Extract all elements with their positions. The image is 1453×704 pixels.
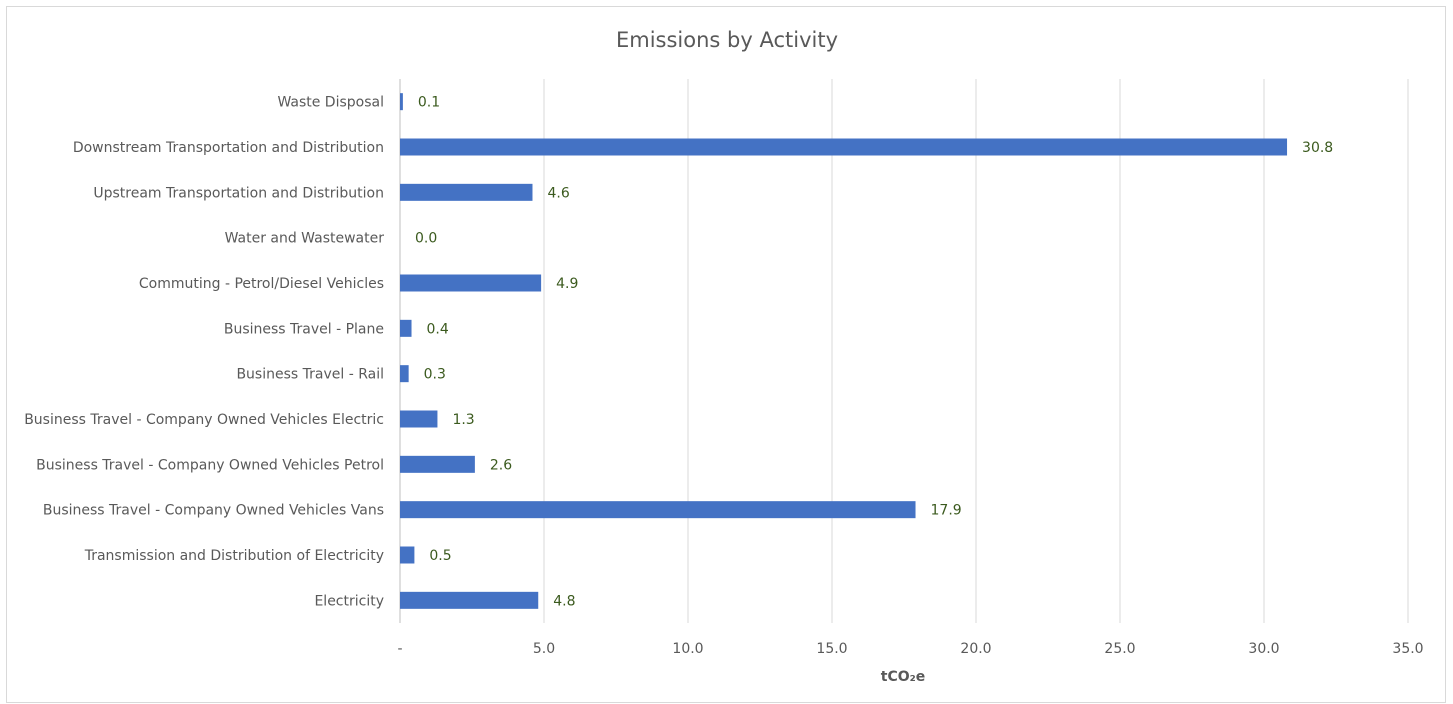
- chart-title: Emissions by Activity: [616, 28, 838, 52]
- category-label: Business Travel - Company Owned Vehicles…: [43, 503, 384, 519]
- bar: [400, 93, 403, 111]
- gridlines: [399, 79, 1409, 623]
- data-label: 0.0: [415, 231, 437, 247]
- data-label: 1.3: [452, 412, 474, 428]
- bar: [400, 365, 409, 383]
- x-tick-label: 25.0: [1104, 641, 1135, 657]
- x-tick-label: 30.0: [1248, 641, 1279, 657]
- data-label: 0.3: [424, 367, 446, 383]
- category-label: Upstream Transportation and Distribution: [93, 185, 384, 201]
- data-label: 17.9: [931, 503, 962, 519]
- category-label: Business Travel - Plane: [224, 321, 384, 337]
- data-label: 30.8: [1302, 140, 1333, 156]
- category-label: Commuting - Petrol/Diesel Vehicles: [139, 276, 384, 292]
- bar-chart: Emissions by Activity Waste Disposal Down…: [24, 28, 1423, 685]
- bar: [400, 410, 438, 428]
- category-labels: Waste Disposal Downstream Transportation …: [24, 95, 384, 610]
- x-tick-label: 15.0: [816, 641, 847, 657]
- category-label: Downstream Transportation and Distributi…: [73, 140, 384, 156]
- bar: [400, 546, 415, 564]
- x-tick-label: 35.0: [1392, 641, 1423, 657]
- category-label: Business Travel - Company Owned Vehicles…: [36, 457, 384, 473]
- bars: [400, 93, 1288, 609]
- x-tick-label: 5.0: [533, 641, 555, 657]
- data-label: 4.9: [556, 276, 578, 292]
- data-label: 4.6: [547, 185, 569, 201]
- category-label: Electricity: [314, 593, 384, 609]
- bar: [400, 274, 542, 292]
- chart-area: Emissions by Activity Waste Disposal Down…: [6, 6, 1446, 703]
- x-tick-label: 20.0: [960, 641, 991, 657]
- x-axis-title: tCO₂e: [881, 669, 926, 685]
- x-tick-labels: - 5.0 10.0 15.0 20.0 25.0 30.0 35.0: [397, 641, 1423, 657]
- category-label: Waste Disposal: [277, 95, 384, 111]
- category-label: Business Travel - Company Owned Vehicles…: [24, 412, 384, 428]
- data-label: 0.5: [429, 548, 451, 564]
- data-labels: 0.1 30.8 4.6 0.0 4.9 0.4 0.3 1.3 2.6 17.9 0.5 4.8: [415, 95, 1333, 610]
- data-label: 4.8: [553, 593, 575, 609]
- bar: [400, 501, 916, 519]
- x-tick-label: 10.0: [672, 641, 703, 657]
- x-tick-label: -: [397, 641, 402, 657]
- bar: [400, 138, 1288, 156]
- bar: [400, 183, 533, 201]
- category-label: Water and Wastewater: [225, 231, 385, 247]
- data-label: 2.6: [490, 457, 512, 473]
- data-label: 0.1: [418, 95, 440, 111]
- category-label: Business Travel - Rail: [236, 367, 384, 383]
- bar: [400, 455, 475, 473]
- bar: [400, 319, 412, 337]
- bar: [400, 591, 539, 609]
- data-label: 0.4: [427, 321, 449, 337]
- category-label: Transmission and Distribution of Electri…: [84, 548, 384, 564]
